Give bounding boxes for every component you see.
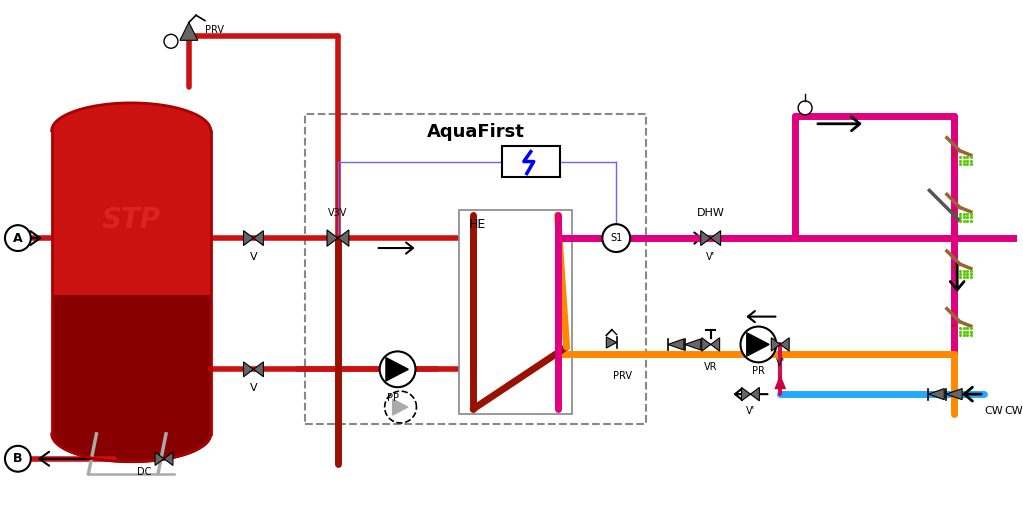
Text: CW: CW bbox=[1004, 406, 1023, 416]
Circle shape bbox=[603, 224, 630, 252]
Text: DC: DC bbox=[137, 466, 151, 477]
Polygon shape bbox=[751, 387, 759, 401]
Polygon shape bbox=[155, 452, 164, 465]
Text: V': V' bbox=[775, 358, 785, 368]
Polygon shape bbox=[327, 230, 338, 246]
Polygon shape bbox=[243, 231, 254, 245]
Polygon shape bbox=[781, 338, 789, 351]
Text: V': V' bbox=[706, 252, 715, 262]
Text: VR: VR bbox=[704, 363, 717, 372]
Bar bbox=[52, 131, 211, 295]
Polygon shape bbox=[338, 230, 349, 246]
Text: V': V' bbox=[746, 406, 755, 416]
Text: PRV: PRV bbox=[613, 371, 632, 381]
Polygon shape bbox=[946, 388, 963, 400]
Text: HE: HE bbox=[469, 218, 486, 231]
Polygon shape bbox=[774, 374, 787, 389]
Text: PRV: PRV bbox=[205, 25, 224, 35]
Text: B: B bbox=[13, 452, 23, 465]
Circle shape bbox=[5, 446, 31, 472]
Bar bbox=[459, 210, 572, 414]
Polygon shape bbox=[254, 362, 263, 377]
Text: AquaFirst: AquaFirst bbox=[427, 123, 525, 141]
Polygon shape bbox=[701, 231, 711, 245]
Polygon shape bbox=[393, 399, 408, 415]
Text: A: A bbox=[13, 232, 23, 244]
Polygon shape bbox=[180, 22, 197, 40]
Circle shape bbox=[380, 351, 415, 387]
Text: STP: STP bbox=[101, 206, 161, 234]
Bar bbox=[502, 146, 560, 177]
Polygon shape bbox=[607, 337, 617, 348]
Polygon shape bbox=[243, 362, 254, 377]
Polygon shape bbox=[711, 338, 719, 351]
Text: DHW: DHW bbox=[697, 208, 724, 218]
Polygon shape bbox=[742, 387, 751, 401]
Text: PR: PR bbox=[752, 366, 765, 376]
Text: V3V: V3V bbox=[328, 208, 348, 218]
Polygon shape bbox=[928, 388, 944, 400]
Circle shape bbox=[798, 101, 812, 115]
Polygon shape bbox=[164, 452, 173, 465]
Polygon shape bbox=[254, 231, 263, 245]
Bar bbox=[305, 114, 647, 424]
Polygon shape bbox=[711, 231, 720, 245]
Polygon shape bbox=[668, 339, 683, 350]
Text: CW: CW bbox=[984, 406, 1004, 416]
Circle shape bbox=[164, 34, 178, 48]
Polygon shape bbox=[386, 357, 408, 381]
Bar bbox=[52, 295, 211, 434]
Text: V: V bbox=[250, 383, 257, 393]
Polygon shape bbox=[747, 333, 769, 356]
Polygon shape bbox=[702, 338, 711, 351]
Text: S1: S1 bbox=[610, 233, 622, 243]
Circle shape bbox=[741, 327, 776, 363]
Text: PP: PP bbox=[387, 393, 399, 403]
Circle shape bbox=[5, 225, 31, 251]
Polygon shape bbox=[684, 339, 701, 350]
Polygon shape bbox=[771, 338, 781, 351]
Text: V: V bbox=[250, 252, 257, 262]
